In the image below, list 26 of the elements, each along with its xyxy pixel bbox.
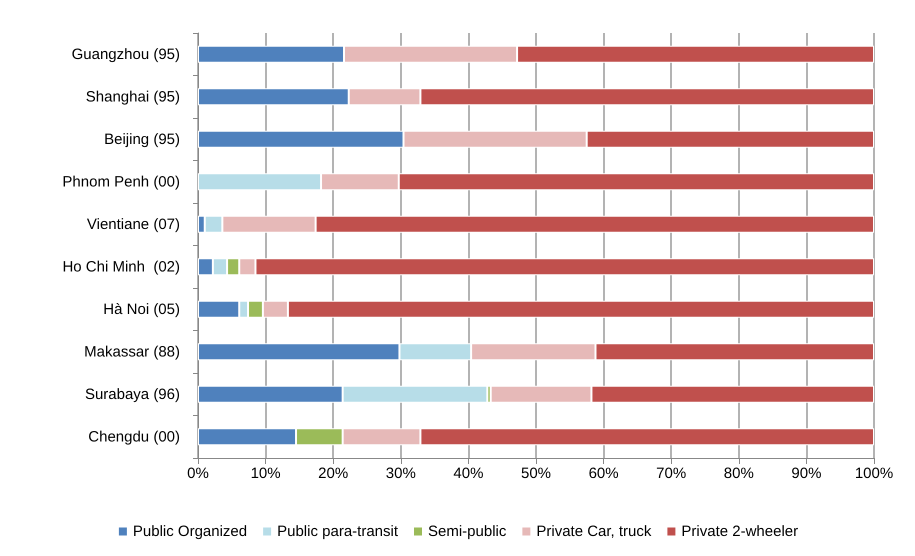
y-tick-label: Guangzhou (95)	[72, 46, 180, 63]
x-tick-label: 40%	[453, 465, 484, 482]
y-tick-label: Shanghai (95)	[86, 88, 180, 106]
x-tick-label: 100%	[854, 465, 894, 482]
legend-label: Public Organized	[132, 523, 248, 540]
x-tick-label: 50%	[520, 465, 552, 482]
x-tick-label: 90%	[791, 465, 822, 482]
x-tick-label: 10%	[250, 465, 281, 482]
legend-label: Private Car, truck	[536, 523, 652, 540]
x-tick-label: 20%	[318, 465, 348, 482]
x-tick-label: 70%	[656, 465, 686, 482]
y-tick-label: Makassar (88)	[84, 343, 180, 360]
x-tick-label: 80%	[724, 465, 754, 482]
x-tick-label: 0%	[187, 465, 209, 482]
y-tick-label: Hà Noi (05)	[103, 300, 180, 318]
x-tick-label: 60%	[588, 465, 619, 482]
legend-label: Private 2-wheeler	[681, 523, 798, 540]
x-tick-label: 30%	[386, 465, 416, 482]
legend-label: Public para-transit	[277, 523, 399, 540]
y-tick-label: Chengdu (00)	[88, 428, 180, 446]
y-tick-label: Ho Chi Minh (02)	[62, 258, 180, 276]
legend-label: Semi-public	[428, 523, 507, 540]
y-tick-label: Beijing (95)	[104, 130, 180, 148]
y-tick-label: Vientiane (07)	[86, 216, 180, 233]
y-tick-label: Surabaya (96)	[84, 386, 180, 403]
y-tick-label: Phnom Penh (00)	[62, 173, 180, 190]
